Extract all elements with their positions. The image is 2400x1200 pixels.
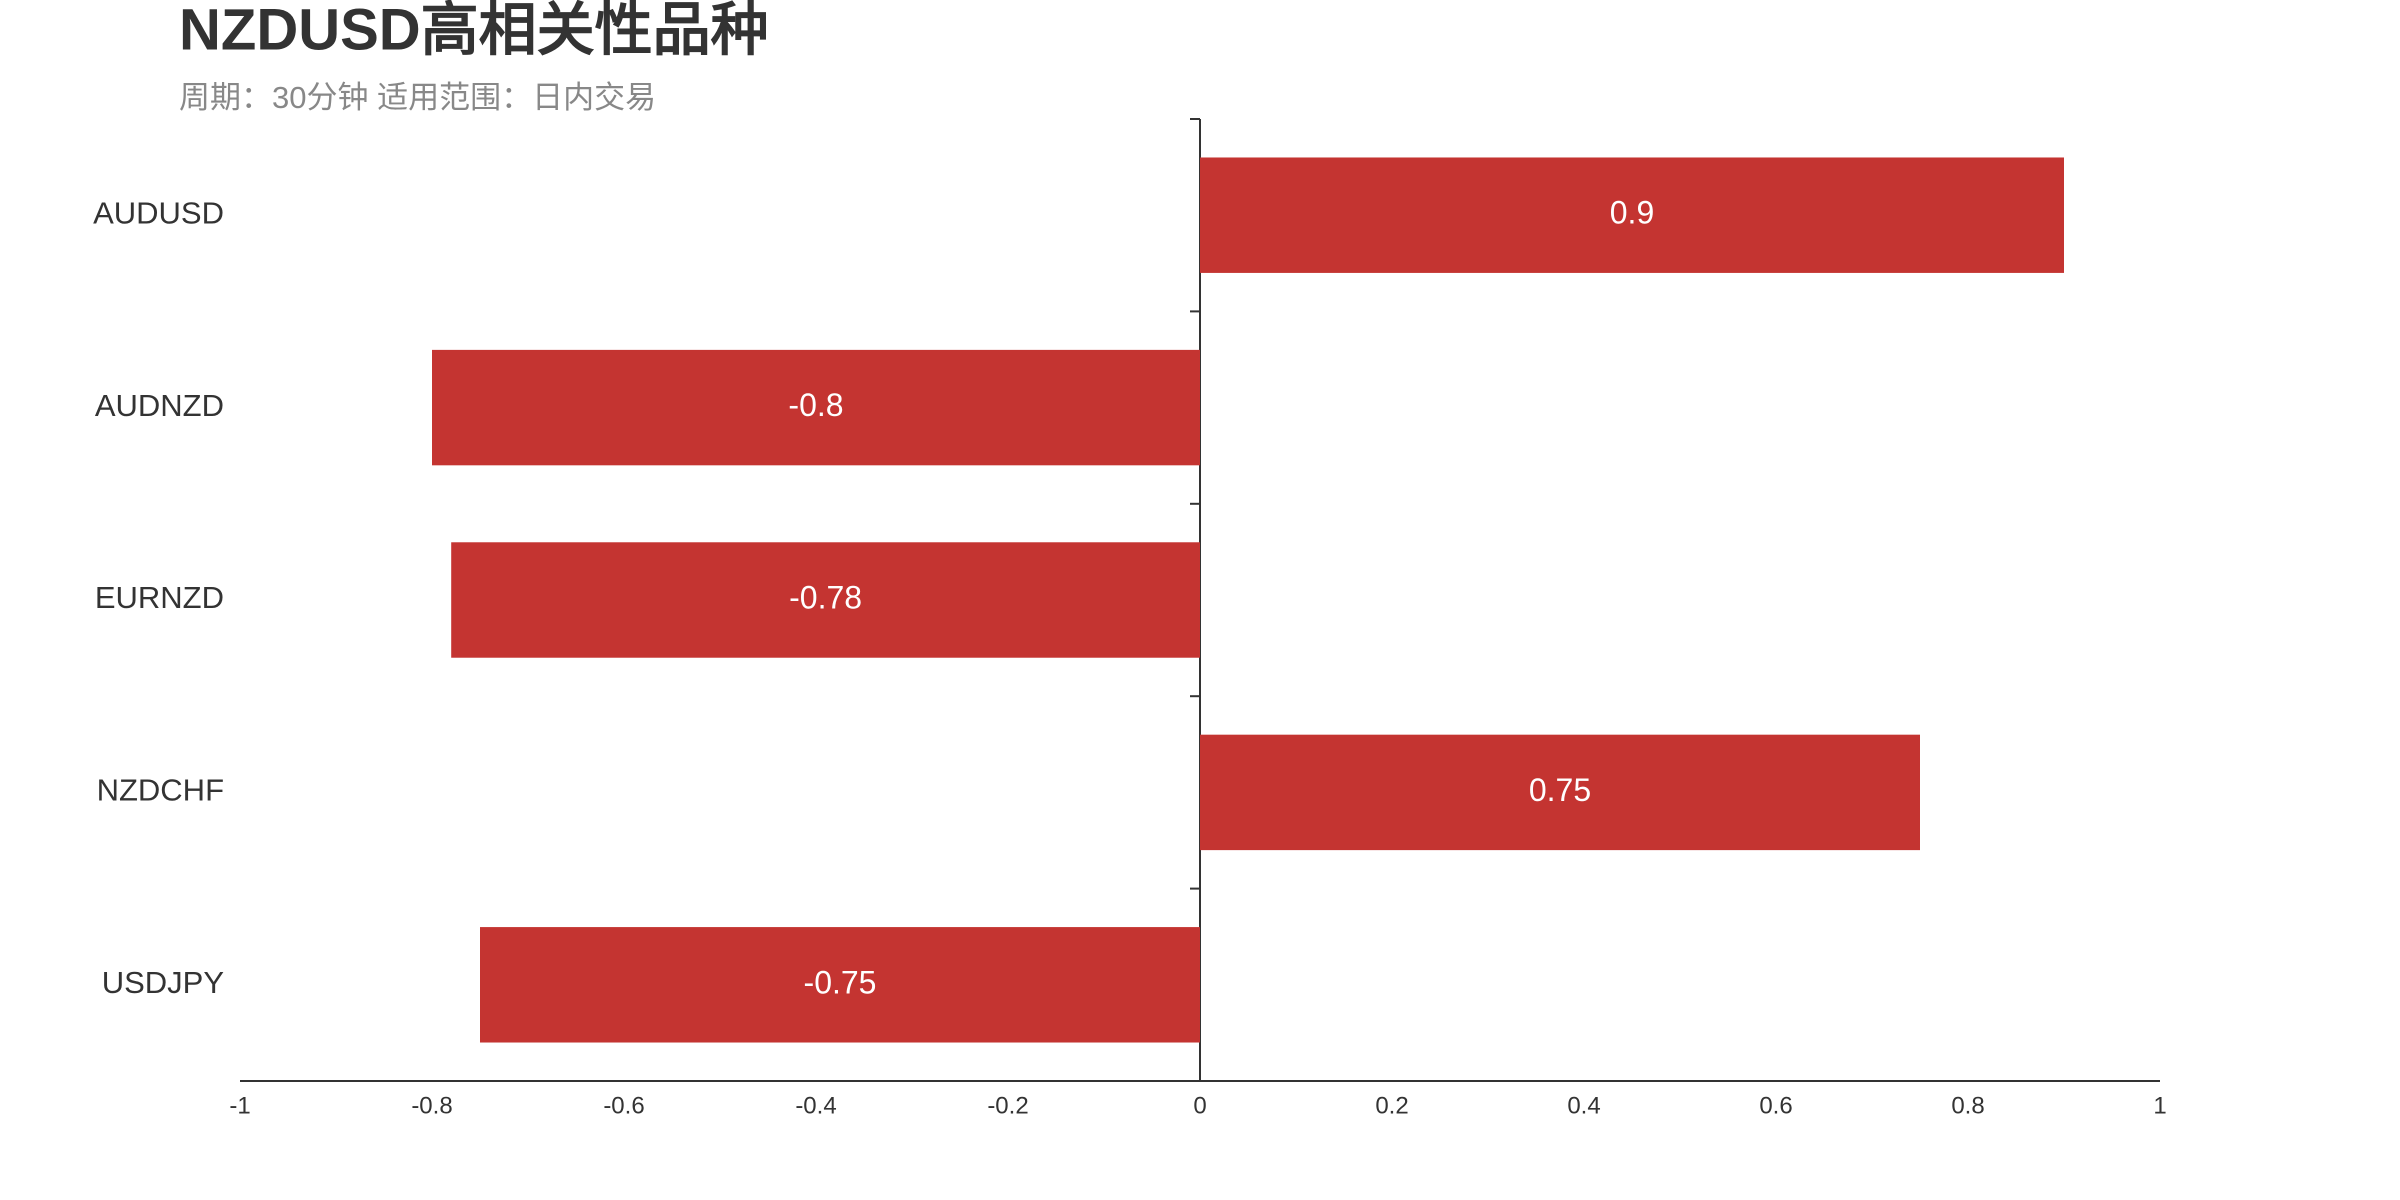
bar [1200, 157, 2064, 273]
y-tick-label: EURNZD [95, 580, 224, 615]
x-tick-label: 0.4 [1567, 1092, 1600, 1119]
y-tick-label: AUDUSD [93, 195, 224, 230]
bar [451, 542, 1200, 658]
data-label: -0.8 [788, 387, 843, 423]
x-tick-label: 0.6 [1759, 1092, 1792, 1119]
data-label: 0.9 [1610, 195, 1654, 231]
x-tick-label: -0.6 [603, 1092, 644, 1119]
x-tick-label: -0.4 [795, 1092, 836, 1119]
y-tick-label: AUDNZD [95, 388, 224, 423]
x-tick-label: -0.2 [987, 1092, 1028, 1119]
y-tick-label: NZDCHF [97, 773, 224, 808]
x-tick-label: 1 [2153, 1092, 2166, 1119]
x-tick-label: 0.8 [1951, 1092, 1984, 1119]
y-tick-label: USDJPY [102, 965, 224, 1000]
data-label: 0.75 [1529, 772, 1591, 808]
x-tick-label: -1 [229, 1092, 250, 1119]
data-label: -0.75 [804, 964, 877, 1000]
bar [480, 927, 1200, 1043]
chart-title: NZDUSD高相关性品种 [179, 0, 769, 62]
bar [1200, 734, 1920, 851]
data-label: -0.78 [789, 579, 862, 615]
x-tick-label: -0.8 [411, 1092, 452, 1119]
chart-subtitle: 周期：30分钟 适用范围：日内交易 [179, 80, 656, 115]
x-tick-label: 0.2 [1375, 1092, 1408, 1119]
x-tick-label: 0 [1193, 1092, 1206, 1119]
bar [432, 349, 1200, 466]
